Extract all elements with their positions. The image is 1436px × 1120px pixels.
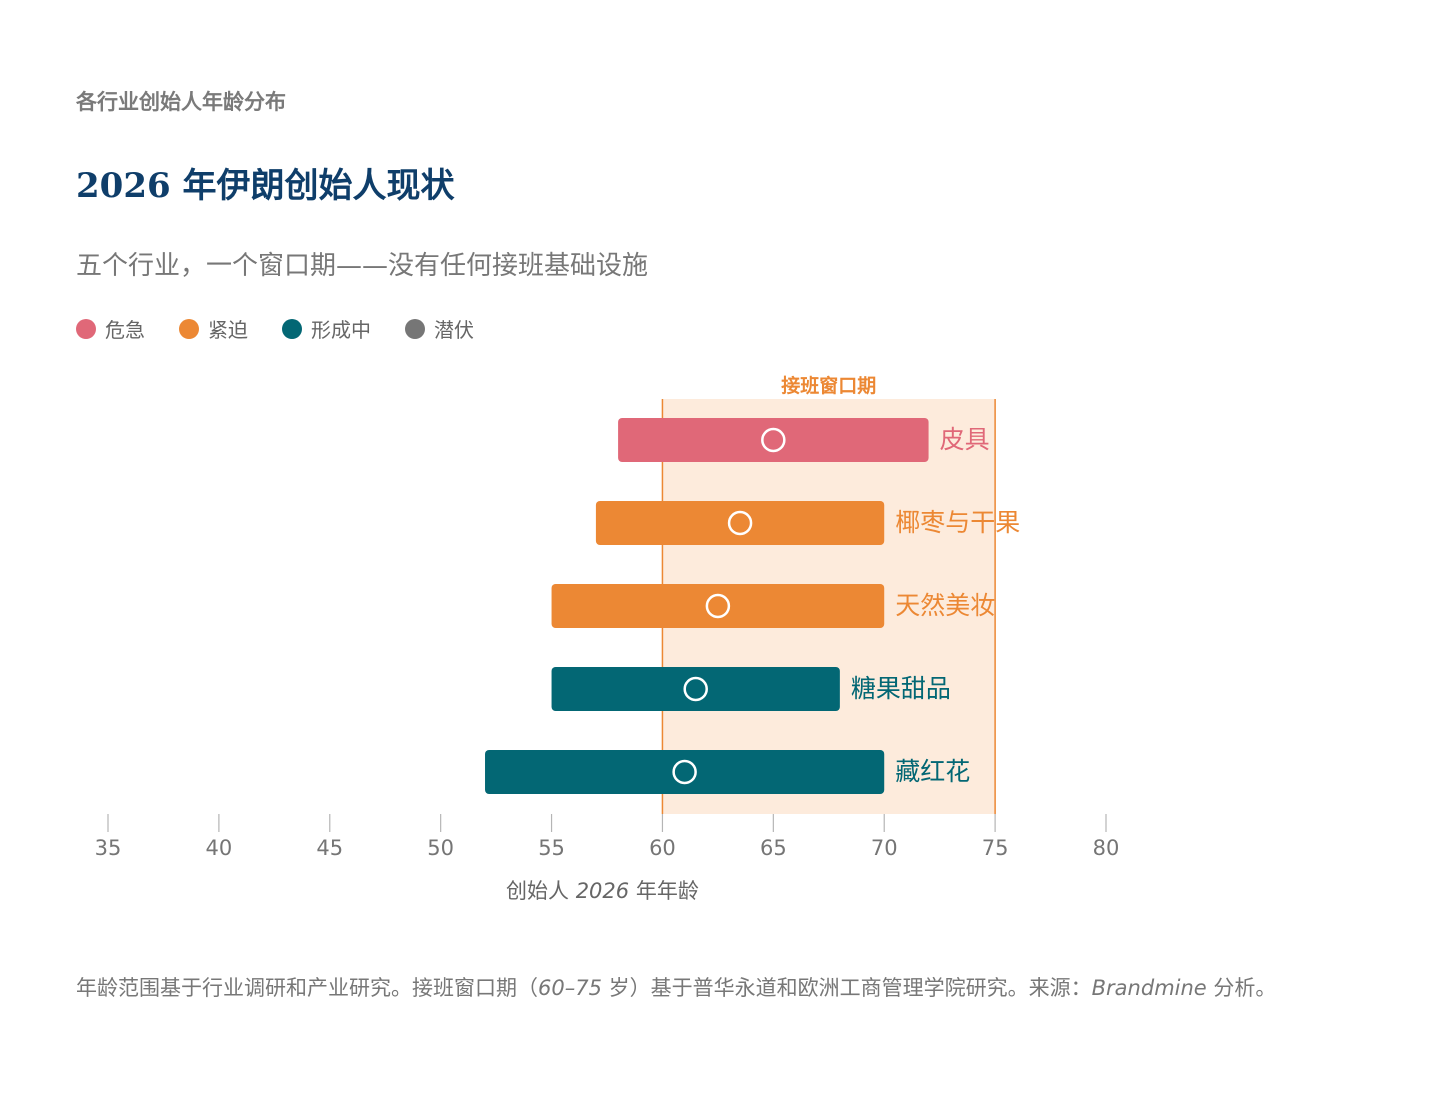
legend-swatch xyxy=(179,318,199,339)
range-bar xyxy=(551,584,885,628)
legend-label: 危急 xyxy=(105,318,145,342)
page-title: 2026 年伊朗创始人现状 xyxy=(76,166,455,206)
legend-swatch xyxy=(282,318,302,339)
range-bar xyxy=(485,750,885,794)
footnote-range: 60–75 xyxy=(538,976,602,1000)
legend-swatch xyxy=(405,318,425,339)
footnote-text-2: 岁）基于普华永道和欧洲工商管理学院研究。来源： xyxy=(601,976,1092,1000)
legend-item-forming: 形成中 xyxy=(282,314,371,343)
range-bar xyxy=(551,667,840,711)
legend-item-latent: 潜伏 xyxy=(405,314,474,343)
bar-label: 椰枣与干果 xyxy=(895,508,1020,537)
x-tick-label: 35 xyxy=(95,836,122,860)
range-bar xyxy=(618,418,929,462)
x-axis-title-suffix: 年年龄 xyxy=(629,879,699,903)
x-tick-label: 80 xyxy=(1093,836,1120,860)
x-axis-title-prefix: 创始人 xyxy=(506,879,576,903)
bar-label: 天然美妆 xyxy=(895,591,995,620)
eyebrow: 各行业创始人年龄分布 xyxy=(76,90,286,114)
footnote: 年龄范围基于行业调研和产业研究。接班窗口期（60–75 岁）基于普华永道和欧洲工… xyxy=(76,970,1366,1006)
x-tick-label: 40 xyxy=(206,836,233,860)
legend-swatch xyxy=(76,318,96,339)
x-tick-label: 60 xyxy=(649,836,676,860)
bar-label: 皮具 xyxy=(940,425,990,454)
footnote-source: Brandmine xyxy=(1091,976,1207,1000)
x-tick-label: 65 xyxy=(760,836,787,860)
x-axis-title: 创始人 2026 年年龄 xyxy=(506,875,699,905)
legend-item-urgent: 紧迫 xyxy=(179,314,248,343)
legend-label: 潜伏 xyxy=(434,318,474,342)
x-axis-title-year: 2026 xyxy=(575,879,630,903)
footnote-text-1: 年龄范围基于行业调研和产业研究。接班窗口期（ xyxy=(76,976,538,1000)
x-tick-label: 45 xyxy=(316,836,343,860)
window-label: 接班窗口期 xyxy=(781,374,876,397)
x-tick-label: 70 xyxy=(871,836,898,860)
median-marker xyxy=(727,510,753,536)
footnote-text-3: 分析。 xyxy=(1206,976,1277,1000)
median-marker xyxy=(672,759,697,785)
range-bar xyxy=(595,501,885,545)
page-subtitle: 五个行业，一个窗口期——没有任何接班基础设施 xyxy=(76,251,649,281)
median-marker xyxy=(705,593,731,619)
x-tick-label: 55 xyxy=(538,836,565,860)
bar-label: 藏红花 xyxy=(895,757,970,786)
legend-label: 形成中 xyxy=(311,318,371,342)
legend-item-critical: 危急 xyxy=(76,314,145,343)
legend: 危急 紧迫 形成中 潜伏 xyxy=(76,314,508,343)
x-tick-label: 50 xyxy=(427,836,454,860)
median-marker xyxy=(761,427,786,453)
bar-label: 糖果甜品 xyxy=(851,674,951,703)
x-tick-label: 75 xyxy=(982,836,1009,860)
median-marker xyxy=(683,676,708,702)
legend-label: 紧迫 xyxy=(208,318,248,342)
